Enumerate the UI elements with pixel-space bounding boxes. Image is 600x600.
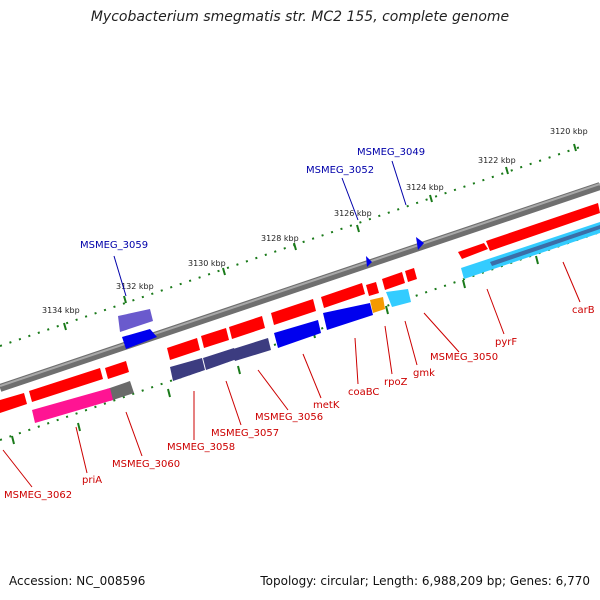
- gene-label: coaBC: [348, 387, 379, 398]
- gene-arrow: [107, 381, 134, 401]
- gene-arrow: [203, 348, 237, 370]
- gene-label: MSMEG_3056: [255, 412, 323, 423]
- gene-arrow: [229, 316, 265, 339]
- gene-arrow: [321, 283, 365, 308]
- gene-label: MSMEG_3060: [112, 459, 180, 470]
- gene-arrow: [323, 303, 373, 330]
- gene-marker: [366, 256, 372, 267]
- gene-label: metK: [313, 400, 340, 411]
- gene-marker: [416, 237, 424, 250]
- gene-arrow: [490, 225, 600, 266]
- gene-arrow: [122, 329, 157, 349]
- outer-tick-track: [0, 146, 581, 347]
- gene-arrow: [274, 320, 321, 348]
- gene-arrow: [386, 289, 411, 307]
- kbp-label: 3134 kbp: [42, 306, 80, 315]
- gene-arrow: [486, 203, 600, 251]
- inner-leaders: [2, 261, 581, 488]
- gene-arrow: [170, 358, 205, 381]
- reverse-genes: [32, 222, 600, 423]
- kbp-label: 3132 kbp: [116, 282, 154, 291]
- kbp-label: 3120 kbp: [550, 127, 588, 136]
- gene-arrow: [366, 282, 379, 296]
- kbp-label: 3126 kbp: [334, 209, 372, 218]
- genome-backbone: [0, 182, 600, 392]
- kbp-label: 3130 kbp: [188, 259, 226, 268]
- kbp-label: 3124 kbp: [406, 183, 444, 192]
- gene-arrow: [0, 393, 27, 413]
- gene-label: MSMEG_3050: [430, 352, 498, 363]
- gene-arrow: [271, 299, 316, 325]
- outer-leaders: [113, 160, 407, 297]
- gene-arrow: [167, 338, 200, 360]
- gene-label: MSMEG_3052: [306, 165, 374, 176]
- gene-label: rpoZ: [384, 377, 408, 388]
- outer-major-ticks: [63, 143, 577, 331]
- kbp-label: 3128 kbp: [261, 234, 299, 243]
- forward-genes: [0, 203, 600, 413]
- gene-arrow: [118, 309, 153, 332]
- gene-arrow: [105, 361, 129, 379]
- gene-label: MSMEG_3057: [211, 428, 279, 439]
- gene-arrow: [370, 297, 385, 313]
- gene-arrow: [458, 243, 488, 259]
- gene-label: priA: [82, 475, 102, 486]
- gene-label: MSMEG_3059: [80, 240, 148, 251]
- gene-label: pyrF: [495, 337, 517, 348]
- gene-arrow: [32, 388, 113, 423]
- gene-arrow: [29, 368, 103, 402]
- gene-label: gmk: [413, 368, 435, 379]
- gene-label: carB: [572, 305, 595, 316]
- gene-label: MSMEG_3058: [167, 442, 235, 453]
- gene-arrow: [230, 338, 271, 361]
- genome-stats-text: Topology: circular; Length: 6,988,209 bp…: [260, 574, 590, 588]
- gene-arrow: [201, 328, 229, 348]
- accession-text: Accession: NC_008596: [9, 574, 146, 588]
- gene-arrow: [382, 272, 405, 290]
- gene-arrow: [405, 268, 417, 282]
- map-title: Mycobacterium smegmatis str. MC2 155, co…: [90, 9, 510, 25]
- kbp-label: 3122 kbp: [478, 156, 516, 165]
- gene-label: MSMEG_3049: [357, 147, 425, 158]
- gene-label: MSMEG_3062: [4, 490, 72, 501]
